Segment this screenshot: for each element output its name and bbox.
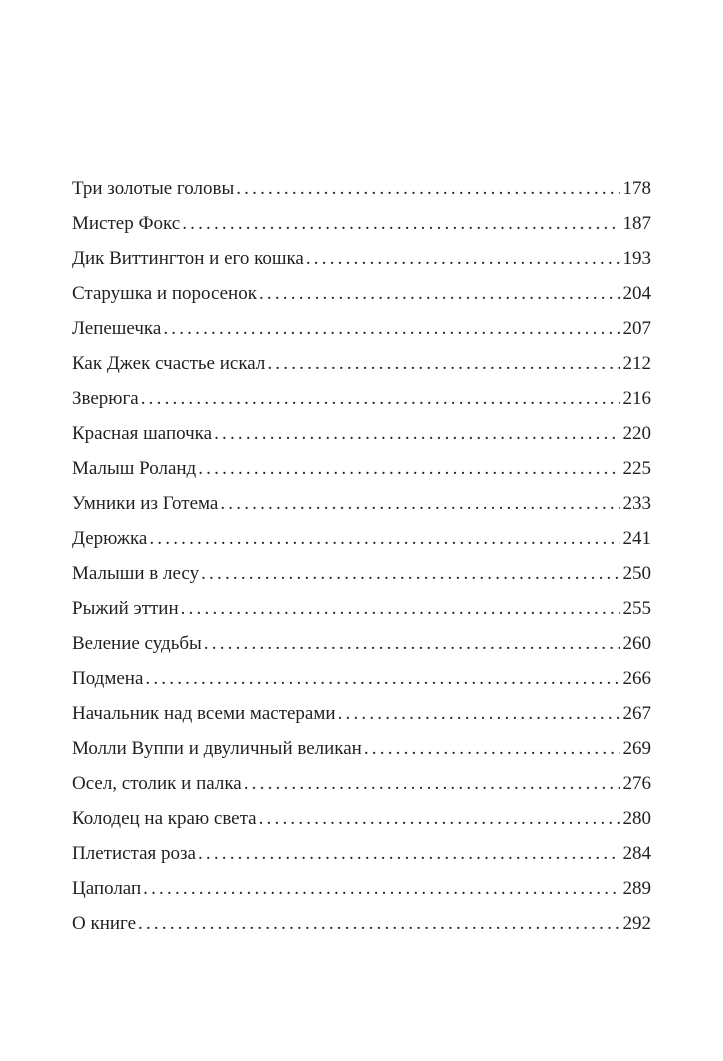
dot-leader — [138, 906, 619, 941]
toc-entry: Умники из Готема 233 — [72, 486, 651, 521]
dot-leader — [220, 486, 619, 521]
toc-entry-title: Мистер Фокс — [72, 213, 181, 234]
dot-leader — [181, 591, 620, 626]
dot-leader — [204, 626, 620, 661]
toc-entry: Цаполап 289 — [72, 871, 651, 906]
toc-entry-title: Как Джек счастье искал — [72, 353, 266, 374]
toc-entry-page-number: 187 — [622, 213, 652, 234]
dot-leader — [259, 801, 620, 836]
toc-entry: Начальник над всеми мастерами 267 — [72, 696, 651, 731]
dot-leader — [267, 346, 619, 381]
table-of-contents: Три золотые головы 178 Мистер Фокс 187 Дик В… — [72, 171, 651, 941]
toc-entry-title: Красная шапочка — [72, 423, 213, 444]
toc-entry-page-number: 207 — [622, 318, 652, 339]
toc-entry: Малыш Роланд 225 — [72, 451, 651, 486]
toc-entry-title: Начальник над всеми мастерами — [72, 703, 336, 724]
toc-entry-page-number: 204 — [622, 283, 652, 304]
toc-entry: Красная шапочка 220 — [72, 416, 651, 451]
toc-entry: Дерюжка 241 — [72, 521, 651, 556]
toc-entry-title: Молли Вуппи и двуличный великан — [72, 738, 362, 759]
toc-entry-title: Плетистая роза — [72, 843, 196, 864]
dot-leader — [141, 381, 620, 416]
toc-entry: Старушка и поросенок 204 — [72, 276, 651, 311]
dot-leader — [163, 311, 619, 346]
toc-entry-page-number: 269 — [622, 738, 652, 759]
toc-entry-title: Лепешечка — [72, 318, 162, 339]
toc-entry-page-number: 266 — [622, 668, 652, 689]
toc-entry-page-number: 284 — [622, 843, 652, 864]
dot-leader — [145, 661, 619, 696]
toc-entry-title: Рыжий эттин — [72, 598, 179, 619]
toc-entry: Плетистая роза 284 — [72, 836, 651, 871]
toc-entry: Дик Виттингтон и его кошка 193 — [72, 241, 651, 276]
toc-entry: Лепешечка 207 — [72, 311, 651, 346]
toc-entry-page-number: 260 — [622, 633, 652, 654]
toc-entry-page-number: 267 — [622, 703, 652, 724]
toc-entry: Зверюга 216 — [72, 381, 651, 416]
toc-entry-page-number: 292 — [622, 913, 652, 934]
toc-entry-title: Три золотые головы — [72, 178, 235, 199]
dot-leader — [364, 731, 620, 766]
toc-entry-title: Подмена — [72, 668, 144, 689]
toc-entry-title: Дерюжка — [72, 528, 148, 549]
toc-entry-page-number: 250 — [622, 563, 652, 584]
toc-entry: Как Джек счастье искал 212 — [72, 346, 651, 381]
toc-entry-title: Колодец на краю света — [72, 808, 257, 829]
toc-entry-title: Умники из Готема — [72, 493, 219, 514]
toc-entry: Подмена 266 — [72, 661, 651, 696]
toc-entry-title: Дик Виттингтон и его кошка — [72, 248, 304, 269]
dot-leader — [244, 766, 620, 801]
toc-entry-page-number: 216 — [622, 388, 652, 409]
toc-entry: Молли Вуппи и двуличный великан 269 — [72, 731, 651, 766]
dot-leader — [259, 276, 620, 311]
dot-leader — [198, 451, 619, 486]
toc-entry-title: Веление судьбы — [72, 633, 202, 654]
toc-entry-title: Осел, столик и палка — [72, 773, 242, 794]
toc-entry-page-number: 233 — [622, 493, 652, 514]
toc-entry-title: Малыши в лесу — [72, 563, 200, 584]
toc-entry-page-number: 178 — [622, 178, 652, 199]
dot-leader — [338, 696, 620, 731]
toc-entry-page-number: 289 — [622, 878, 652, 899]
toc-entry-page-number: 241 — [622, 528, 652, 549]
toc-entry: Колодец на краю света 280 — [72, 801, 651, 836]
toc-entry-title: Старушка и поросенок — [72, 283, 257, 304]
toc-entry: Три золотые головы 178 — [72, 171, 651, 206]
dot-leader — [201, 556, 619, 591]
toc-entry-page-number: 225 — [622, 458, 652, 479]
toc-entry-title: Малыш Роланд — [72, 458, 197, 479]
toc-entry-page-number: 212 — [622, 353, 652, 374]
toc-entry-page-number: 193 — [622, 248, 652, 269]
dot-leader — [198, 836, 620, 871]
toc-entry: Веление судьбы 260 — [72, 626, 651, 661]
toc-entry-title: О книге — [72, 913, 137, 934]
toc-entry-title: Зверюга — [72, 388, 139, 409]
toc-entry: Рыжий эттин 255 — [72, 591, 651, 626]
toc-entry: О книге 292 — [72, 906, 651, 941]
dot-leader — [214, 416, 619, 451]
toc-entry: Малыши в лесу 250 — [72, 556, 651, 591]
toc-entry-page-number: 255 — [622, 598, 652, 619]
dot-leader — [306, 241, 620, 276]
dot-leader — [149, 521, 619, 556]
dot-leader — [182, 206, 619, 241]
dot-leader — [143, 871, 619, 906]
dot-leader — [236, 171, 619, 206]
toc-entry-page-number: 280 — [622, 808, 652, 829]
toc-entry-page-number: 220 — [622, 423, 652, 444]
toc-entry: Осел, столик и палка 276 — [72, 766, 651, 801]
toc-entry: Мистер Фокс 187 — [72, 206, 651, 241]
toc-entry-page-number: 276 — [622, 773, 652, 794]
toc-entry-title: Цаполап — [72, 878, 142, 899]
